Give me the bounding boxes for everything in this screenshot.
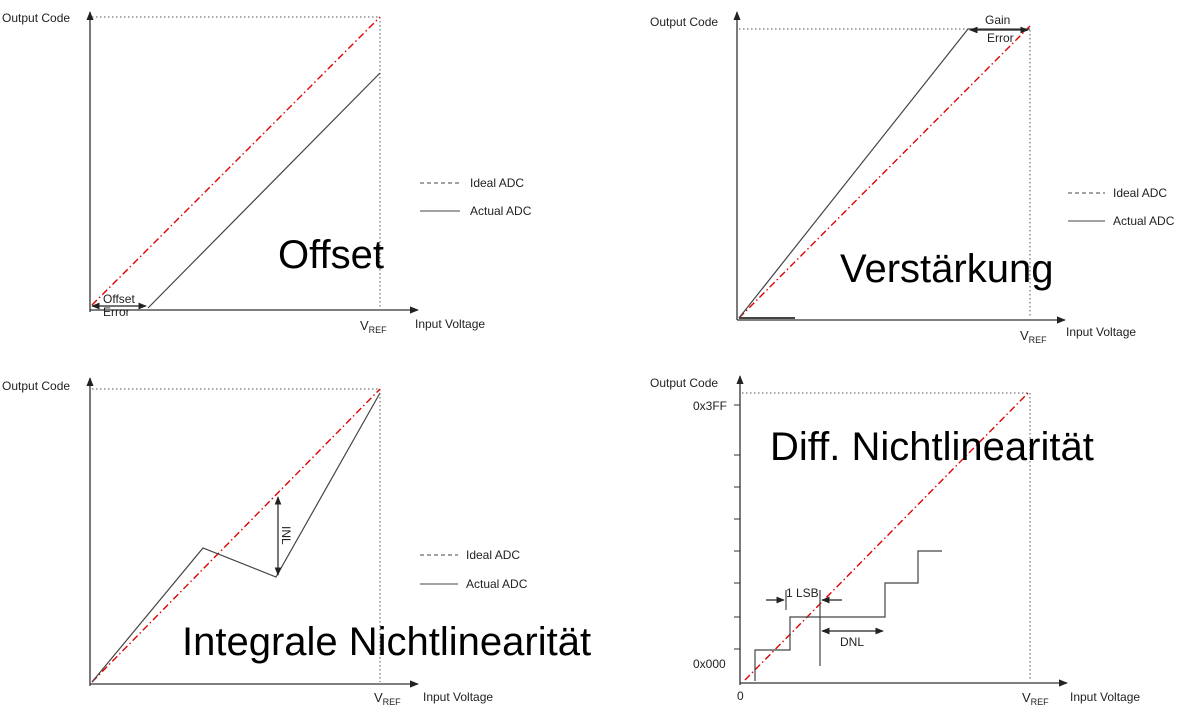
actual-adc-line	[91, 392, 381, 683]
panel-offset: Output Code Offset Error VREF Input Volt…	[2, 11, 532, 335]
y-axis-label: Output Code	[2, 11, 70, 25]
panel-inl: Output Code INL VREF Input Voltage Ideal…	[2, 377, 591, 707]
max-code-guide	[92, 16, 381, 308]
vref-label: VREF	[1022, 690, 1049, 707]
legend-ideal-label: Ideal ADC	[470, 176, 524, 190]
ideal-adc-line	[91, 16, 381, 306]
x-axis-label: Input Voltage	[1070, 690, 1140, 704]
y-min-label: 0x000	[693, 657, 726, 671]
panel-title-dnl: Diff. Nichtlinearität	[770, 425, 1094, 469]
ideal-adc-line	[744, 392, 1029, 681]
x-axis-label: Input Voltage	[415, 317, 485, 331]
legend-actual-label: Actual ADC	[466, 577, 528, 591]
gain-error-label-2: Error	[987, 31, 1014, 45]
max-code-guide	[739, 28, 1031, 318]
vref-label: VREF	[1020, 328, 1047, 345]
legend-actual-label: Actual ADC	[470, 204, 532, 218]
actual-adc-line	[147, 72, 381, 309]
actual-adc-line	[738, 28, 969, 319]
offset-error-label-2: Error	[103, 305, 130, 319]
ideal-adc-line	[91, 388, 381, 683]
x-zero-label: 0	[737, 689, 744, 703]
panel-title-inl: Integrale Nichtlinearität	[182, 620, 591, 664]
panel-gain: Output Code Gain Error VREF Input Voltag…	[650, 11, 1175, 345]
max-code-guide	[742, 392, 1031, 681]
legend-ideal-label: Ideal ADC	[1113, 186, 1167, 200]
x-axis-label: Input Voltage	[423, 690, 493, 704]
dnl-label: DNL	[840, 635, 864, 649]
panel-dnl: Output Code 0x3FF 0x000 0 1 LSB DNL VREF…	[650, 375, 1140, 707]
panel-title-offset: Offset	[278, 233, 384, 277]
y-axis-label: Output Code	[650, 15, 718, 29]
lsb-label: 1 LSB	[786, 586, 819, 600]
inl-label: INL	[279, 526, 293, 545]
legend-ideal-label: Ideal ADC	[466, 548, 520, 562]
offset-error-label-1: Offset	[103, 292, 135, 306]
legend-actual-label: Actual ADC	[1113, 214, 1175, 228]
y-axis-label: Output Code	[2, 379, 70, 393]
vref-label: VREF	[374, 690, 401, 707]
actual-adc-staircase	[754, 550, 942, 681]
ideal-adc-line	[738, 25, 1031, 319]
gain-error-label-1: Gain	[985, 13, 1010, 27]
y-max-label: 0x3FF	[693, 399, 727, 413]
panel-title-gain: Verstärkung	[840, 247, 1053, 291]
y-axis-label: Output Code	[650, 376, 718, 390]
vref-label: VREF	[360, 318, 387, 335]
x-axis-label: Input Voltage	[1066, 325, 1136, 339]
